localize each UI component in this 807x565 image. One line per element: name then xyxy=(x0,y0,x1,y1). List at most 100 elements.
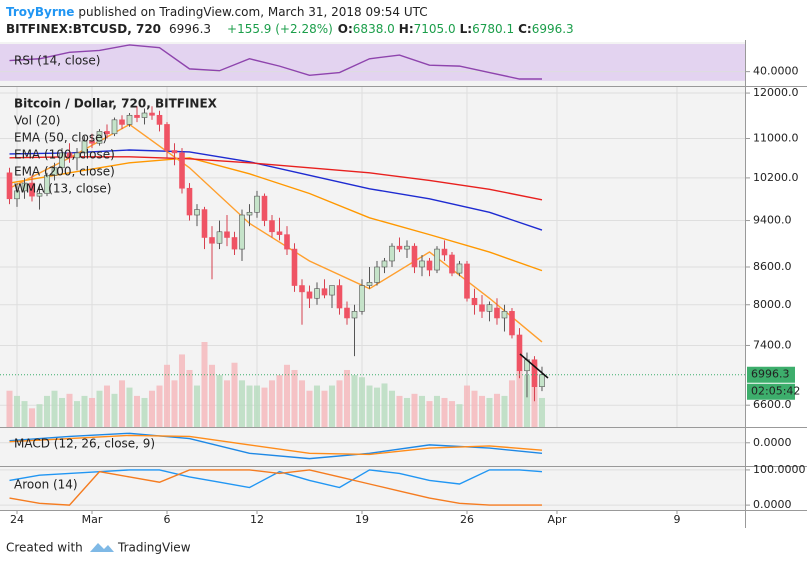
y-tick-label: 9400.0 xyxy=(753,214,792,227)
high: 7105.0 xyxy=(414,22,456,36)
candle-body xyxy=(434,248,440,271)
indicator-line xyxy=(9,156,543,201)
footer-created: Created with xyxy=(6,541,83,555)
pane-title: RSI (14, close) xyxy=(14,54,100,68)
candle-body xyxy=(111,119,118,135)
candle-body xyxy=(419,260,425,268)
volume-bar xyxy=(111,393,118,427)
volume-bar xyxy=(501,395,508,427)
candle-body xyxy=(351,311,358,319)
volume-bar xyxy=(343,369,350,427)
last-price-box xyxy=(747,366,795,383)
volume-bar xyxy=(193,385,200,427)
volume-bar xyxy=(141,397,148,427)
candle-body xyxy=(531,359,538,387)
indicator-line xyxy=(9,157,543,272)
trend-line-drawing xyxy=(519,353,549,379)
volume-bar xyxy=(261,387,268,427)
candle-body xyxy=(254,195,260,213)
footer-brand[interactable]: TradingView xyxy=(117,541,191,555)
volume-bar xyxy=(231,362,238,427)
volume-bar xyxy=(523,375,530,427)
candle-body xyxy=(209,237,215,244)
candle-body xyxy=(21,182,28,192)
countdown-box xyxy=(747,383,795,400)
candle-body xyxy=(119,119,125,125)
volume-bar xyxy=(238,380,245,427)
y-tick-label: 7400.0 xyxy=(753,338,792,351)
candle-body xyxy=(374,266,380,283)
volume-bar xyxy=(388,390,395,427)
volume-bar xyxy=(478,395,485,427)
x-tick-label: 24 xyxy=(10,513,24,526)
volume-bar xyxy=(418,395,425,427)
high-label: H: xyxy=(399,22,414,36)
y-tick-label: 100.0000 xyxy=(753,463,806,476)
volume-bar xyxy=(88,397,95,427)
x-tick-label: Mar xyxy=(82,513,103,526)
author[interactable]: TroyByrne xyxy=(6,5,74,19)
volume-bar xyxy=(403,397,410,427)
volume-bar xyxy=(411,393,418,427)
legend-entry: EMA (200, close) xyxy=(14,165,115,179)
volume-bar xyxy=(59,397,66,427)
volume-bar xyxy=(268,380,275,427)
header-line-2: BITFINEX:BTCUSD, 720 6996.3 +155.9 (+2.28%… xyxy=(6,22,574,36)
volume-bar xyxy=(81,395,88,427)
candle-body xyxy=(366,282,373,286)
candle-body xyxy=(314,288,320,299)
open: 6838.0 xyxy=(353,22,395,36)
candle-body xyxy=(179,152,185,189)
volume-bar xyxy=(73,401,80,427)
volume-bar xyxy=(471,390,478,427)
volume-bar xyxy=(328,385,335,427)
close: 6996.3 xyxy=(532,22,574,36)
rsi-band xyxy=(0,44,745,81)
candle-body xyxy=(336,285,343,309)
symbol: BITFINEX:BTCUSD, 720 xyxy=(6,22,161,36)
volume-bar xyxy=(508,380,515,427)
candle-body xyxy=(96,131,103,144)
volume-bar xyxy=(96,390,103,427)
candle-body xyxy=(89,140,95,144)
candle-body xyxy=(321,288,328,296)
candle-body xyxy=(269,220,275,233)
candle-body xyxy=(389,245,395,262)
volume-bar xyxy=(433,395,440,427)
candle-body xyxy=(291,248,298,286)
volume-bar xyxy=(441,397,448,427)
candle-body xyxy=(404,245,410,250)
volume-bar xyxy=(538,397,545,427)
volume-bar xyxy=(291,369,298,427)
volume-bar xyxy=(486,397,493,427)
volume-bar xyxy=(223,380,230,427)
indicator-line xyxy=(9,44,542,80)
candle-body xyxy=(501,311,508,319)
candle-body xyxy=(149,112,155,116)
volume-bar xyxy=(246,385,253,427)
volume-bar xyxy=(148,390,155,427)
volume-bar xyxy=(133,395,140,427)
open-label: O: xyxy=(338,22,353,36)
volume-bar xyxy=(253,385,260,427)
candle-body xyxy=(486,304,493,312)
candle-body xyxy=(344,307,350,319)
candle-body xyxy=(449,254,455,274)
volume-bar xyxy=(6,390,13,427)
logo xyxy=(90,543,114,552)
legend-entry: Vol (20) xyxy=(14,114,60,128)
volume-bar xyxy=(44,395,51,427)
legend-entry: EMA (50, close) xyxy=(14,131,107,145)
candle-body xyxy=(66,152,73,159)
candle-body xyxy=(246,211,253,216)
candle-body xyxy=(59,152,65,169)
candle-body xyxy=(441,248,448,256)
x-tick-label: 19 xyxy=(355,513,369,526)
volume-bar xyxy=(156,385,163,427)
low: 6780.1 xyxy=(472,22,514,36)
candle-body xyxy=(471,297,478,306)
legend-entry: EMA (100, close) xyxy=(14,148,115,162)
candle-body xyxy=(516,334,523,372)
